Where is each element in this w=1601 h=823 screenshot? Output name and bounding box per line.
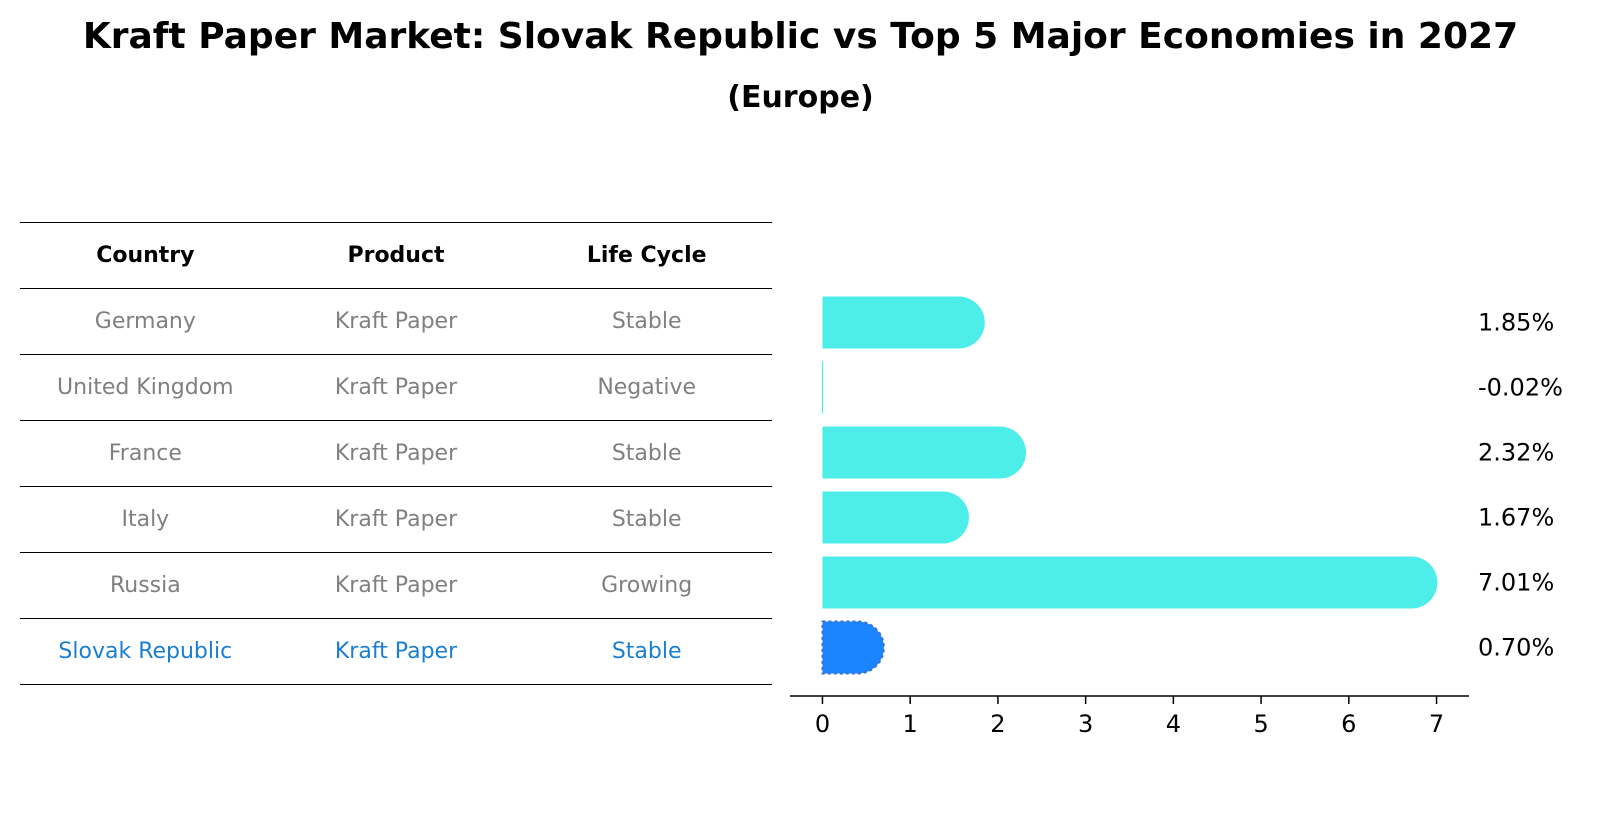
- x-tick-label: 4: [1166, 710, 1181, 738]
- x-tick-label: 7: [1429, 710, 1444, 738]
- cell-product: Kraft Paper: [334, 375, 458, 400]
- cell-country: Italy: [121, 507, 170, 532]
- cell-life-cycle: Stable: [611, 639, 682, 664]
- cell-country: United Kingdom: [57, 375, 234, 400]
- x-tick-label: 1: [903, 710, 918, 738]
- cell-product: Kraft Paper: [334, 639, 458, 664]
- value-label: 1.85%: [1478, 309, 1554, 337]
- header-country: Country: [96, 243, 195, 268]
- x-tick-label: 3: [1078, 710, 1093, 738]
- country-table: Country Product Life Cycle Germany Kraft…: [20, 222, 772, 685]
- header-life-cycle: Life Cycle: [586, 243, 707, 268]
- bar-united-kingdom: [821, 361, 824, 414]
- bar-slovak-republic: [821, 620, 885, 675]
- cell-country: France: [108, 441, 182, 466]
- table-row-highlighted: Slovak Republic Kraft Paper Stable: [20, 618, 772, 685]
- value-label: 0.70%: [1478, 634, 1554, 662]
- x-tick-label: 0: [815, 710, 830, 738]
- cell-product: Kraft Paper: [334, 573, 458, 598]
- cell-life-cycle: Stable: [611, 441, 682, 466]
- cell-product: Kraft Paper: [334, 507, 458, 532]
- cell-country: Russia: [109, 573, 181, 598]
- cell-product: Kraft Paper: [334, 441, 458, 466]
- cell-country: Slovak Republic: [58, 639, 233, 664]
- cell-life-cycle: Negative: [597, 375, 697, 400]
- value-label: 1.67%: [1478, 504, 1554, 532]
- cell-life-cycle: Growing: [601, 573, 693, 598]
- table-row: Germany Kraft Paper Stable: [20, 288, 772, 354]
- bar-italy: [822, 491, 969, 544]
- header-product: Product: [347, 243, 445, 268]
- table-row: Italy Kraft Paper Stable: [20, 486, 772, 552]
- x-tick-label: 2: [990, 710, 1005, 738]
- x-tick-label: 6: [1341, 710, 1356, 738]
- chart-subtitle: (Europe): [727, 80, 874, 115]
- table-row: United Kingdom Kraft Paper Negative: [20, 354, 772, 420]
- cell-country: Germany: [94, 309, 196, 334]
- x-tick-label: 5: [1253, 710, 1268, 738]
- cell-life-cycle: Stable: [611, 309, 682, 334]
- bar-france: [822, 426, 1026, 479]
- table-row: Russia Kraft Paper Growing: [20, 552, 772, 618]
- table-header-row: Country Product Life Cycle: [20, 222, 772, 288]
- cell-product: Kraft Paper: [334, 309, 458, 334]
- cell-life-cycle: Stable: [611, 507, 682, 532]
- value-label: 7.01%: [1478, 569, 1554, 597]
- value-label: -0.02%: [1478, 374, 1563, 402]
- bar-russia: [822, 556, 1438, 609]
- value-label: 2.32%: [1478, 439, 1554, 467]
- chart-title: Kraft Paper Market: Slovak Republic vs T…: [82, 16, 1519, 57]
- table-row: France Kraft Paper Stable: [20, 420, 772, 486]
- bar-germany: [822, 296, 985, 349]
